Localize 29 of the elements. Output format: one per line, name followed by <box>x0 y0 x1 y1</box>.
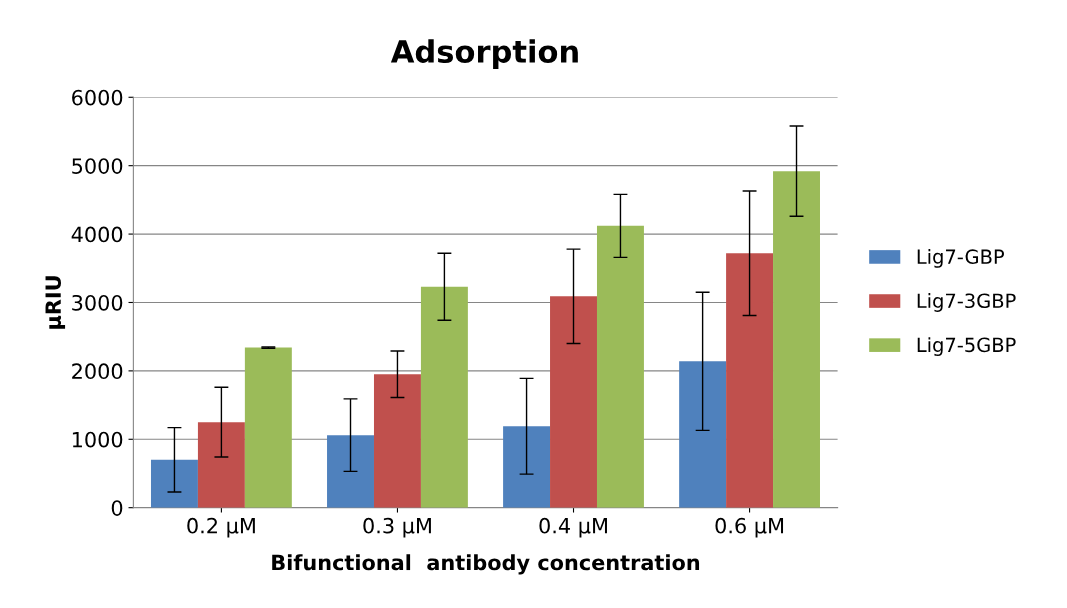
legend-label: Lig7-GBP <box>917 248 1004 268</box>
x-tick-label: 0.6 µM <box>715 517 784 538</box>
y-tick-label: 0 <box>111 500 123 516</box>
bar <box>150 459 198 508</box>
bar <box>373 374 421 508</box>
y-tick-label: 3000 <box>72 294 123 311</box>
y-tick-label: 1000 <box>72 431 123 448</box>
legend-label: Lig7-5GBP <box>917 337 1016 356</box>
bar <box>503 426 551 508</box>
bar <box>773 171 820 508</box>
y-axis-title: µRIU <box>45 276 66 329</box>
bar <box>244 347 292 508</box>
x-tick-label: 0.2 µM <box>187 517 255 538</box>
x-tick-label: 0.3 µM <box>363 517 431 538</box>
x-tick-label: 0.4 µM <box>539 517 607 538</box>
y-tick-label: 4000 <box>71 226 123 243</box>
y-tick-label: 5000 <box>72 158 123 174</box>
bar <box>550 296 597 508</box>
bar <box>327 435 374 508</box>
bar <box>726 253 774 508</box>
y-tick-label: 2000 <box>72 363 123 380</box>
legend-label: Lig7-3GBP <box>917 293 1016 312</box>
bar <box>420 286 468 508</box>
bar <box>197 422 245 508</box>
x-axis-title: Bifunctional antibody concentration <box>272 554 700 575</box>
chart-title: Adsorption <box>390 39 578 69</box>
bar <box>679 361 727 508</box>
bar <box>596 225 644 508</box>
y-tick-label: 6000 <box>72 89 123 106</box>
